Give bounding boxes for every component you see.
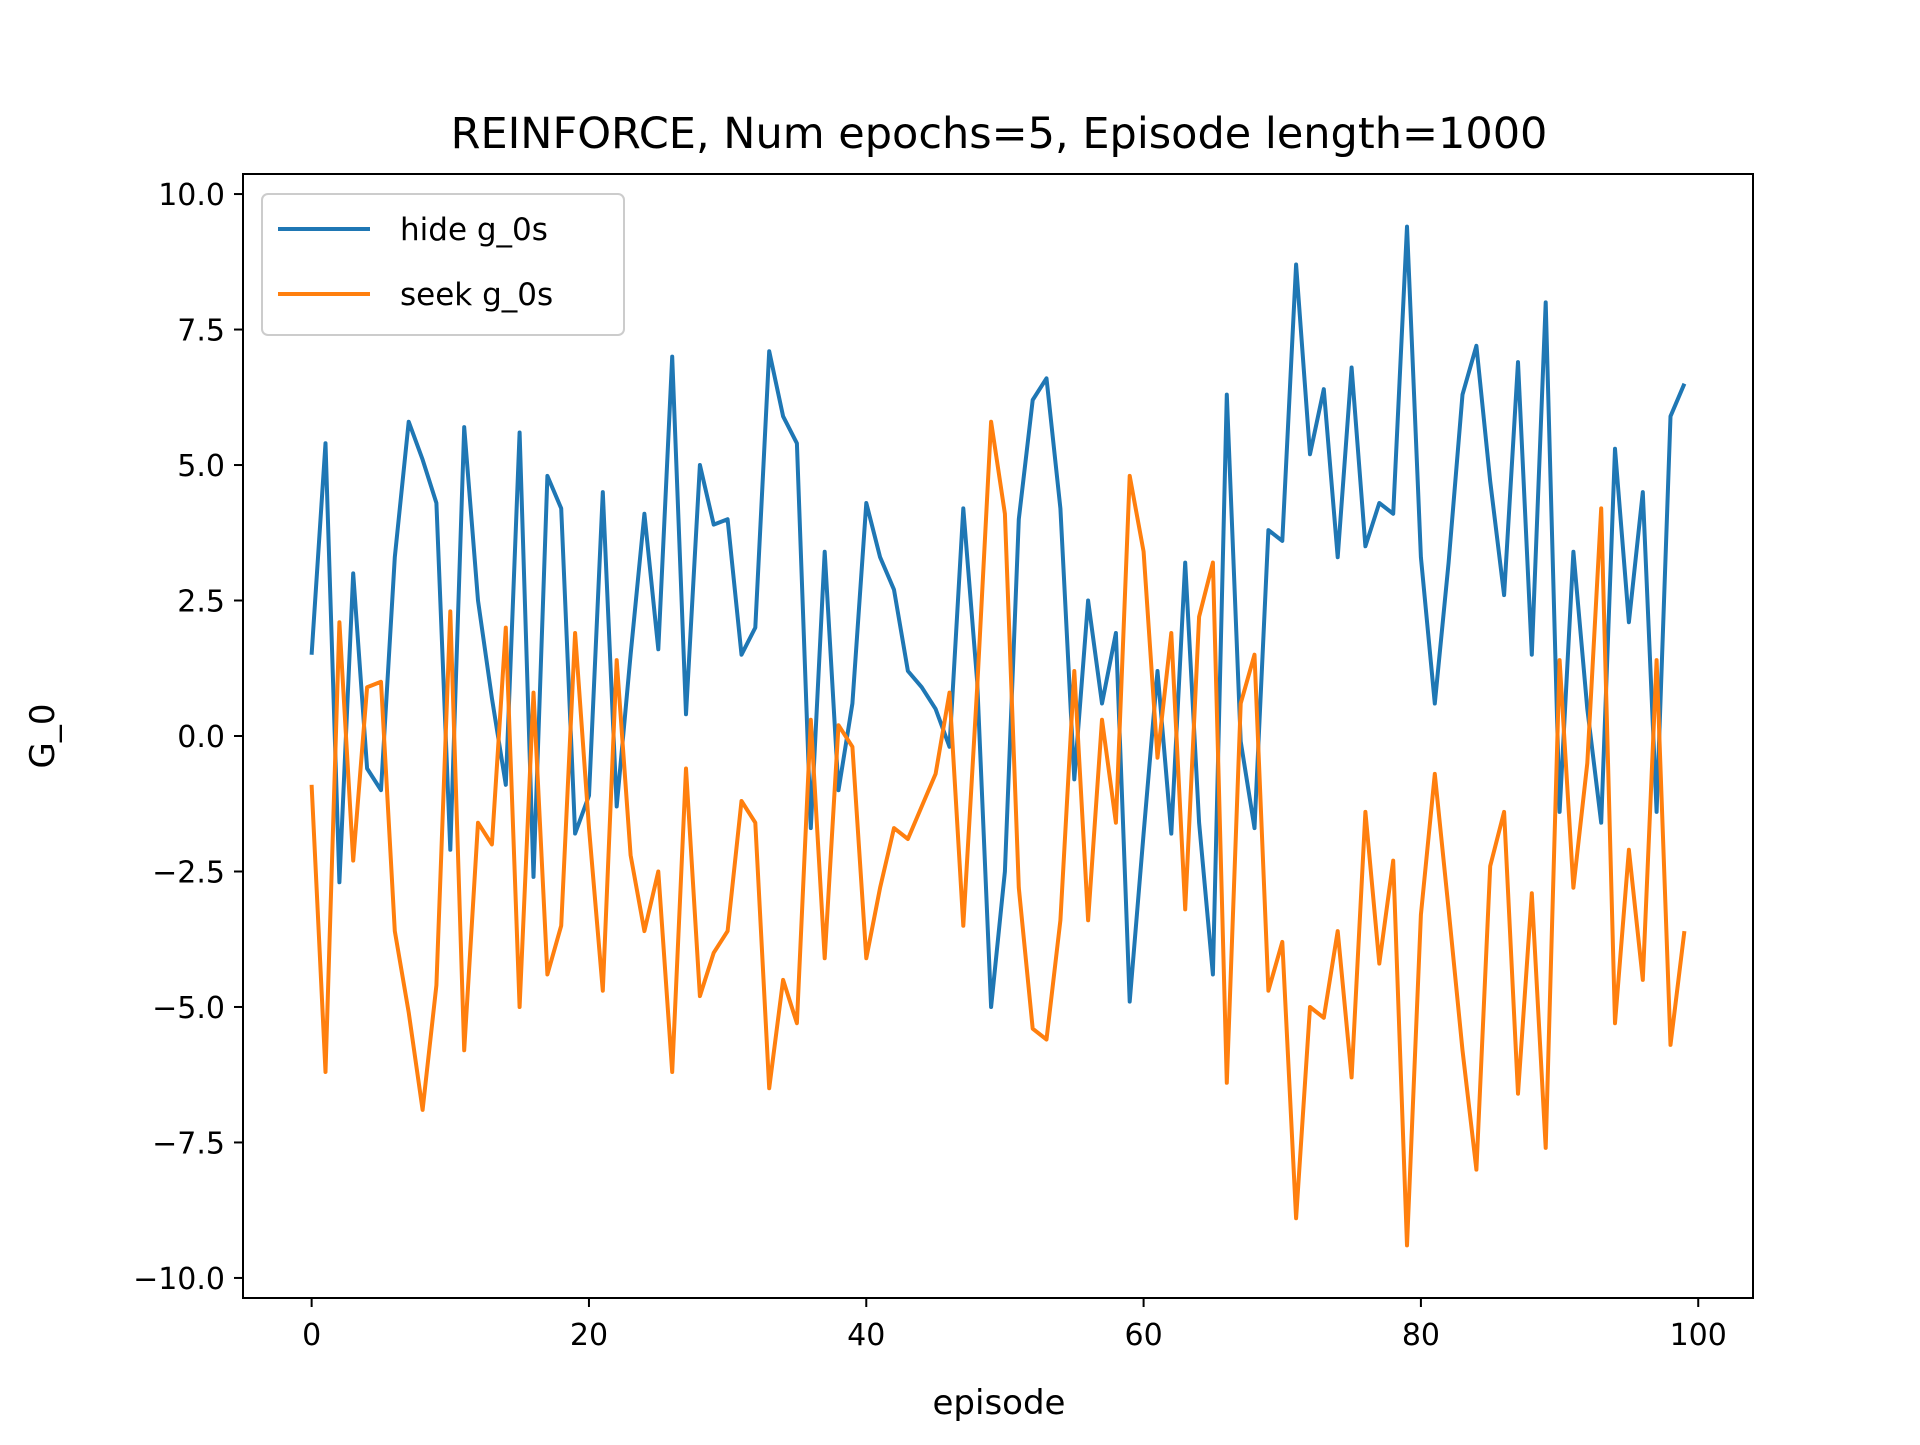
plot-frame: [242, 173, 1754, 1299]
series-line-hide: [309, 224, 1687, 1009]
y-tick-label: −7.5: [152, 1126, 225, 1161]
y-tick-label: 2.5: [177, 585, 225, 620]
y-tick-label: 10.0: [158, 178, 225, 213]
y-tick-label: −2.5: [152, 855, 225, 890]
x-tick-label: 40: [847, 1318, 885, 1353]
x-tick-label: 20: [570, 1318, 608, 1353]
y-tick-label: 7.5: [177, 314, 225, 349]
y-tick-label: 5.0: [177, 449, 225, 484]
legend: hide g_0s seek g_0s: [261, 193, 625, 336]
y-axis-ticks: 10.0 7.5 5.0 2.5 0.0 −2.5 −5.0 −7.5 −10.0: [133, 178, 243, 1297]
y-tick-label: 0.0: [177, 720, 225, 755]
legend-label-seek: seek g_0s: [400, 277, 553, 313]
y-tick-label: −10.0: [133, 1262, 225, 1297]
x-tick-label: 100: [1670, 1318, 1727, 1353]
y-axis-label: G_0: [23, 704, 63, 769]
x-tick-label: 80: [1402, 1318, 1440, 1353]
legend-label-hide: hide g_0s: [400, 212, 548, 248]
plot-area: [309, 224, 1687, 1248]
series-line-seek: [309, 419, 1687, 1248]
x-axis-label: episode: [933, 1383, 1066, 1423]
chart-title: REINFORCE, Num epochs=5, Episode length=…: [451, 109, 1548, 159]
y-tick-label: −5.0: [152, 991, 225, 1026]
x-tick-label: 0: [302, 1318, 321, 1353]
x-axis-ticks: 0 20 40 60 80 100: [302, 1298, 1727, 1353]
x-tick-label: 60: [1124, 1318, 1162, 1353]
